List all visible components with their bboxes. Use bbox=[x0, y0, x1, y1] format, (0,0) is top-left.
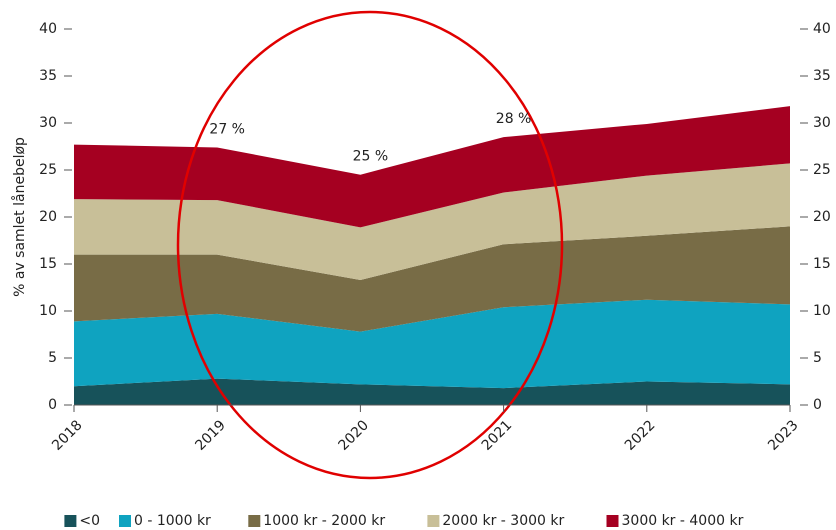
legend-swatch bbox=[427, 515, 440, 527]
y2-tick-label: 30 bbox=[813, 115, 831, 131]
legend-label: 1000 kr - 2000 kr bbox=[263, 513, 385, 529]
legend-swatch bbox=[248, 515, 261, 527]
y-tick-label: 15 bbox=[39, 256, 57, 272]
legend-swatch bbox=[606, 515, 619, 527]
y-tick-label: 25 bbox=[39, 162, 57, 178]
y2-tick-label: 5 bbox=[813, 350, 822, 366]
area bbox=[74, 378, 790, 405]
y-tick-label: 10 bbox=[39, 303, 57, 319]
area bbox=[74, 163, 790, 280]
legend-label: <0 bbox=[79, 513, 100, 529]
x-tick-label: 2023 bbox=[765, 417, 802, 454]
y-tick-label: 30 bbox=[39, 115, 57, 131]
highlight-ellipse bbox=[176, 10, 564, 480]
x-tick-label: 2021 bbox=[479, 417, 516, 454]
y-axis-label: % av samlet lånebeløp bbox=[11, 137, 28, 297]
y-tick-label: 40 bbox=[39, 21, 57, 37]
x-tick-label: 2019 bbox=[192, 417, 229, 454]
y2-tick-label: 20 bbox=[813, 209, 831, 225]
area bbox=[74, 226, 790, 332]
annotation: 27 % bbox=[209, 121, 245, 137]
x-tick-label: 2020 bbox=[336, 417, 373, 454]
y2-tick-label: 35 bbox=[813, 68, 831, 84]
y-tick-label: 5 bbox=[48, 350, 57, 366]
legend-label: 0 - 1000 kr bbox=[134, 513, 211, 529]
legend-swatch bbox=[119, 515, 131, 527]
y2-tick-label: 15 bbox=[813, 256, 831, 272]
y2-tick-label: 10 bbox=[813, 303, 831, 319]
y-tick-label: 0 bbox=[48, 397, 57, 413]
area bbox=[74, 299, 790, 389]
legend-label: 3000 kr - 4000 kr bbox=[622, 513, 744, 529]
plot-area bbox=[74, 106, 790, 405]
x-tick-label: 2022 bbox=[622, 417, 659, 454]
y2-tick-label: 25 bbox=[813, 162, 831, 178]
y-tick-label: 20 bbox=[39, 209, 57, 225]
x-tick-label: 2018 bbox=[49, 417, 86, 454]
y-tick-label: 35 bbox=[39, 68, 57, 84]
area bbox=[74, 106, 790, 228]
annotation: 28 % bbox=[496, 111, 532, 127]
annotation: 25 % bbox=[353, 149, 389, 165]
y2-tick-label: 0 bbox=[813, 397, 822, 413]
y2-tick-label: 40 bbox=[813, 21, 831, 37]
legend-swatch bbox=[64, 515, 77, 527]
legend-label: 2000 kr - 3000 kr bbox=[442, 513, 564, 529]
